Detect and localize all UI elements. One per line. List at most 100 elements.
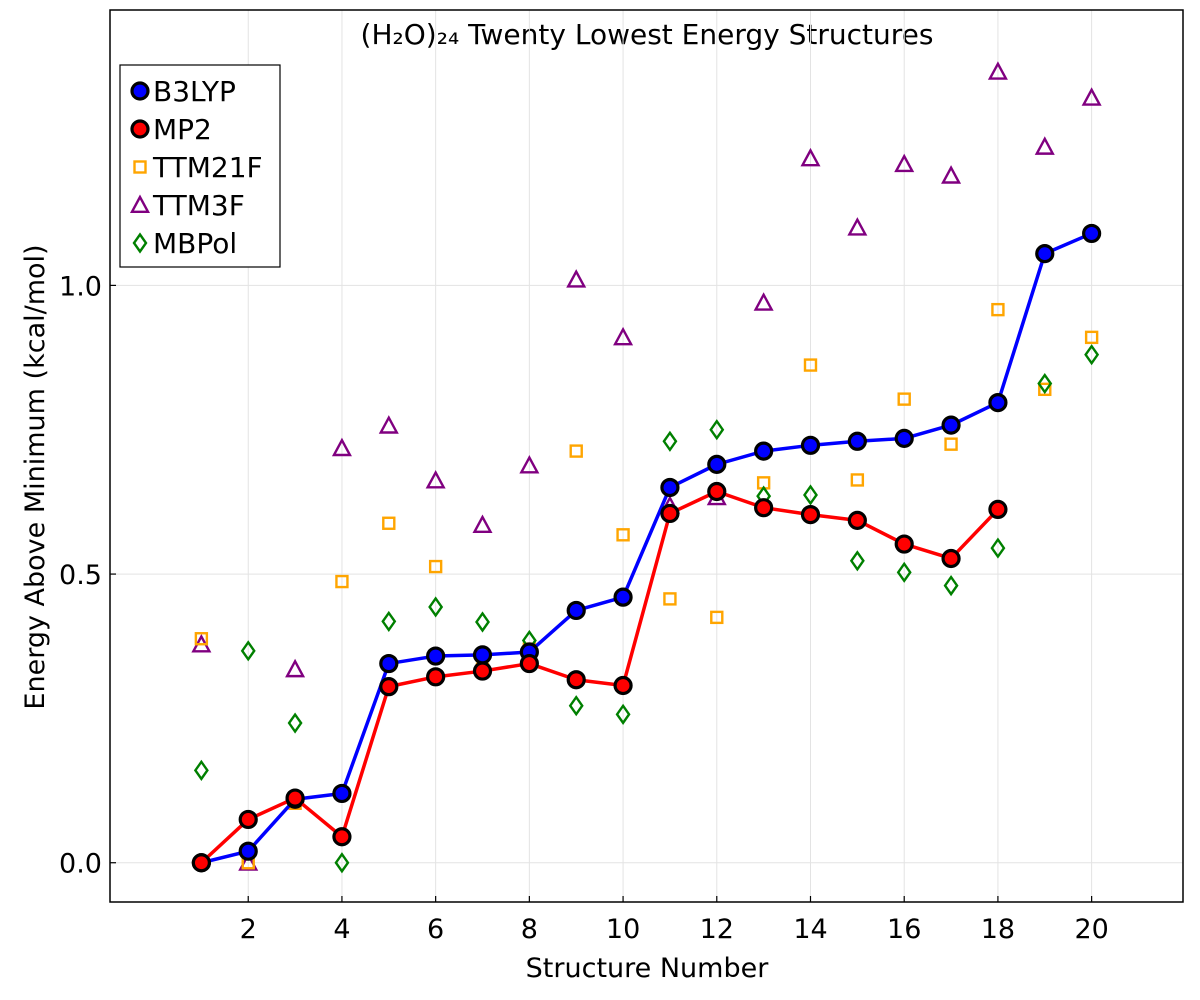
y-tick-label: 1.0 <box>59 271 102 302</box>
legend-marker <box>133 160 147 174</box>
mp2-point <box>332 827 352 847</box>
legend-marker <box>132 232 148 254</box>
mp2-point <box>285 788 305 808</box>
b3lyp-point <box>332 783 352 804</box>
mbpol-point <box>990 537 1006 559</box>
b3lyp-point <box>941 415 961 435</box>
x-tick-label: 8 <box>521 914 538 945</box>
mbpol-point <box>849 550 865 572</box>
ttm21f-point <box>850 473 865 487</box>
b3lyp-point <box>379 653 399 674</box>
legend-marker <box>130 119 150 139</box>
ttm21f-point <box>710 610 724 625</box>
b3lyp-point <box>754 441 774 461</box>
ttm21f-point <box>991 302 1005 317</box>
x-tick-label: 14 <box>793 914 827 945</box>
y-axis-label: Energy Above Minimum (kcal/mol) <box>20 244 51 709</box>
legend-marker <box>129 194 151 214</box>
mbpol-point <box>615 703 631 725</box>
mp2-point <box>566 670 586 690</box>
ttm21f-point <box>1038 382 1052 397</box>
mp2-point <box>707 481 727 502</box>
mbpol-point <box>709 419 725 441</box>
ttm3f-point <box>378 415 399 434</box>
b3lyp-point <box>613 587 633 607</box>
legend-label: MP2 <box>153 113 212 146</box>
mp2-point <box>847 510 867 530</box>
ttm21f-point <box>569 444 583 458</box>
mp2-point <box>613 675 633 696</box>
series-line <box>200 489 1000 865</box>
legend-label: TTM21F <box>152 151 263 184</box>
ttm3f-point <box>331 437 352 457</box>
plot-frame <box>109 9 1184 903</box>
mp2-point <box>426 667 446 687</box>
mbpol-point <box>428 596 444 618</box>
legend-item: TTM3F <box>129 189 245 222</box>
mbpol-point <box>803 484 818 506</box>
x-tick-label: 20 <box>1074 914 1108 945</box>
b3lyp-point <box>707 454 727 474</box>
legend-label: MBPol <box>153 227 237 260</box>
series-ttm3f <box>191 61 1102 871</box>
mp2-point <box>894 534 914 554</box>
ttm3f-point <box>519 455 540 474</box>
ttm3f-point <box>894 153 915 173</box>
x-axis-label: Structure Number <box>526 953 770 984</box>
ttm21f-point <box>663 592 677 606</box>
series-b3lyp <box>191 223 1102 873</box>
ttm3f-point <box>285 658 306 678</box>
mbpol-point <box>381 610 397 632</box>
mbpol-point <box>240 640 256 662</box>
ttm21f-point <box>944 437 958 451</box>
mbpol-point <box>943 575 959 597</box>
x-tick-label: 18 <box>981 914 1015 945</box>
mp2-point <box>800 505 821 525</box>
ttm21f-point <box>382 516 396 530</box>
series-layer <box>191 61 1102 874</box>
x-tick-label: 6 <box>427 914 444 945</box>
b3lyp-point <box>800 435 821 455</box>
mp2-point <box>238 809 258 830</box>
ttm3f-point <box>613 326 634 346</box>
b3lyp-point <box>1082 223 1102 244</box>
legend-item: TTM21F <box>133 151 263 184</box>
ttm21f-point <box>803 358 818 372</box>
y-axis-ticks: 0.0 0.5 1.0 <box>59 271 116 880</box>
y-tick-label: 0.0 <box>59 849 102 880</box>
b3lyp-point <box>426 646 446 666</box>
mp2-point <box>754 498 774 518</box>
mbpol-point <box>475 611 490 633</box>
mbpol-point <box>568 695 584 717</box>
legend-item: B3LYP <box>130 75 236 108</box>
y-tick-label: 0.5 <box>59 560 102 591</box>
ttm3f-point <box>1034 136 1055 155</box>
mp2-point <box>941 548 961 569</box>
ttm3f-point <box>941 165 962 184</box>
legend-label: B3LYP <box>153 75 236 108</box>
mbpol-point <box>287 712 303 734</box>
mbpol-point <box>193 759 209 781</box>
legend-item: MP2 <box>130 113 212 146</box>
legend-marker <box>130 81 150 101</box>
x-tick-label: 10 <box>606 914 640 945</box>
x-tick-label: 2 <box>240 914 257 945</box>
series-mbpol <box>193 344 1100 874</box>
ttm3f-point <box>987 61 1008 80</box>
ttm3f-point <box>472 514 493 533</box>
mbpol-point <box>1037 372 1053 395</box>
b3lyp-point <box>660 477 680 498</box>
b3lyp-point <box>894 428 914 448</box>
legend: B3LYP MP2 TTM21F TTM3F MBPol <box>119 64 281 268</box>
series-ttm21f <box>194 302 1099 870</box>
chart-title: (H₂O)₂₄ Twenty Lowest Energy Structures <box>361 18 934 51</box>
b3lyp-point <box>1035 244 1055 264</box>
b3lyp-point <box>238 841 258 861</box>
ttm3f-point <box>847 217 868 236</box>
mp2-point <box>191 853 211 873</box>
b3lyp-point <box>566 600 586 621</box>
x-tick-label: 4 <box>333 914 350 945</box>
ttm21f-point <box>194 632 209 646</box>
mp2-point <box>379 677 399 697</box>
